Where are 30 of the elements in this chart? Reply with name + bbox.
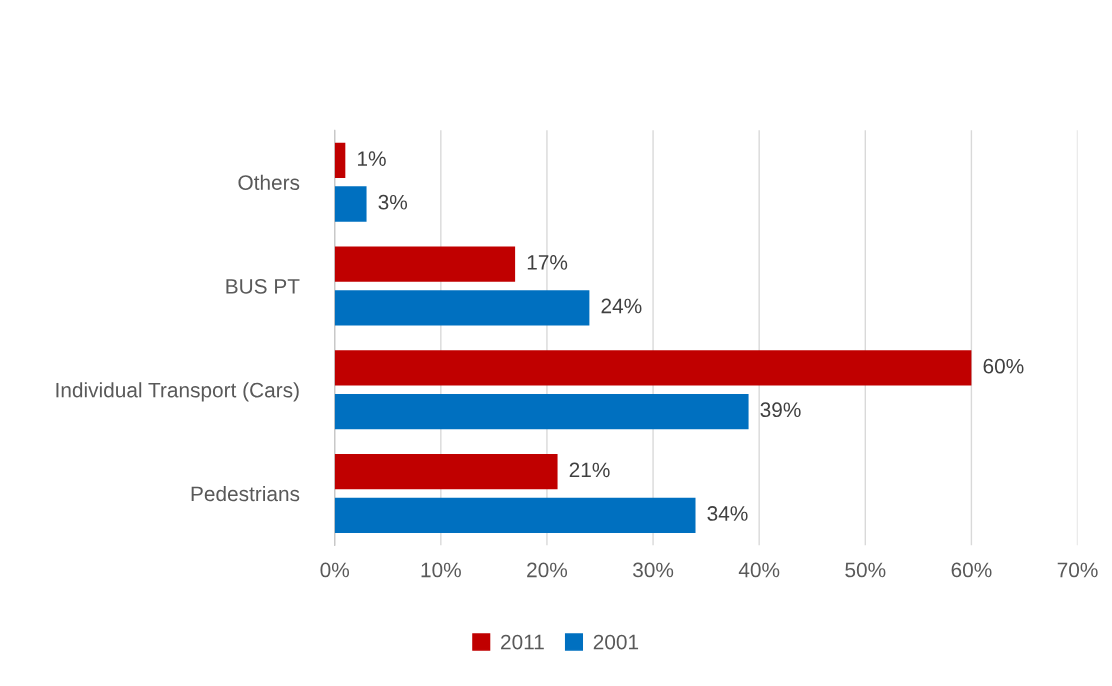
data-label: 60% xyxy=(983,358,1024,374)
x-tick-label: 70% xyxy=(1057,562,1098,578)
legend-label: 2011 xyxy=(501,634,544,650)
x-tick-label: 20% xyxy=(527,562,568,578)
bar xyxy=(334,497,696,533)
legend-label: 2001 xyxy=(593,634,639,650)
bar xyxy=(334,454,558,490)
data-label: 3% xyxy=(378,194,408,210)
data-label: 21% xyxy=(569,462,610,478)
x-tick-label: 0% xyxy=(320,562,350,578)
data-label: 1% xyxy=(358,151,386,166)
y-tick-label: BUS PT xyxy=(226,278,300,294)
y-tick-label: Pedestrians xyxy=(191,485,300,502)
bar xyxy=(334,350,972,386)
bar xyxy=(334,186,367,222)
data-label: 34% xyxy=(707,506,748,521)
bar xyxy=(334,393,749,430)
data-label: 24% xyxy=(601,298,642,314)
bar xyxy=(334,290,590,326)
x-tick-label: 30% xyxy=(633,562,674,578)
x-tick-label: 60% xyxy=(951,562,992,578)
x-tick-label: 40% xyxy=(738,562,780,578)
data-label: 39% xyxy=(760,402,801,418)
x-tick-label: 50% xyxy=(845,562,886,578)
bar xyxy=(334,246,516,282)
x-tick-label: 10% xyxy=(421,562,461,578)
y-tick-label: Individual Transport (Cars) xyxy=(56,382,299,402)
y-tick-label: Others xyxy=(238,174,300,190)
bar xyxy=(334,142,346,179)
data-label: 17% xyxy=(527,255,568,270)
